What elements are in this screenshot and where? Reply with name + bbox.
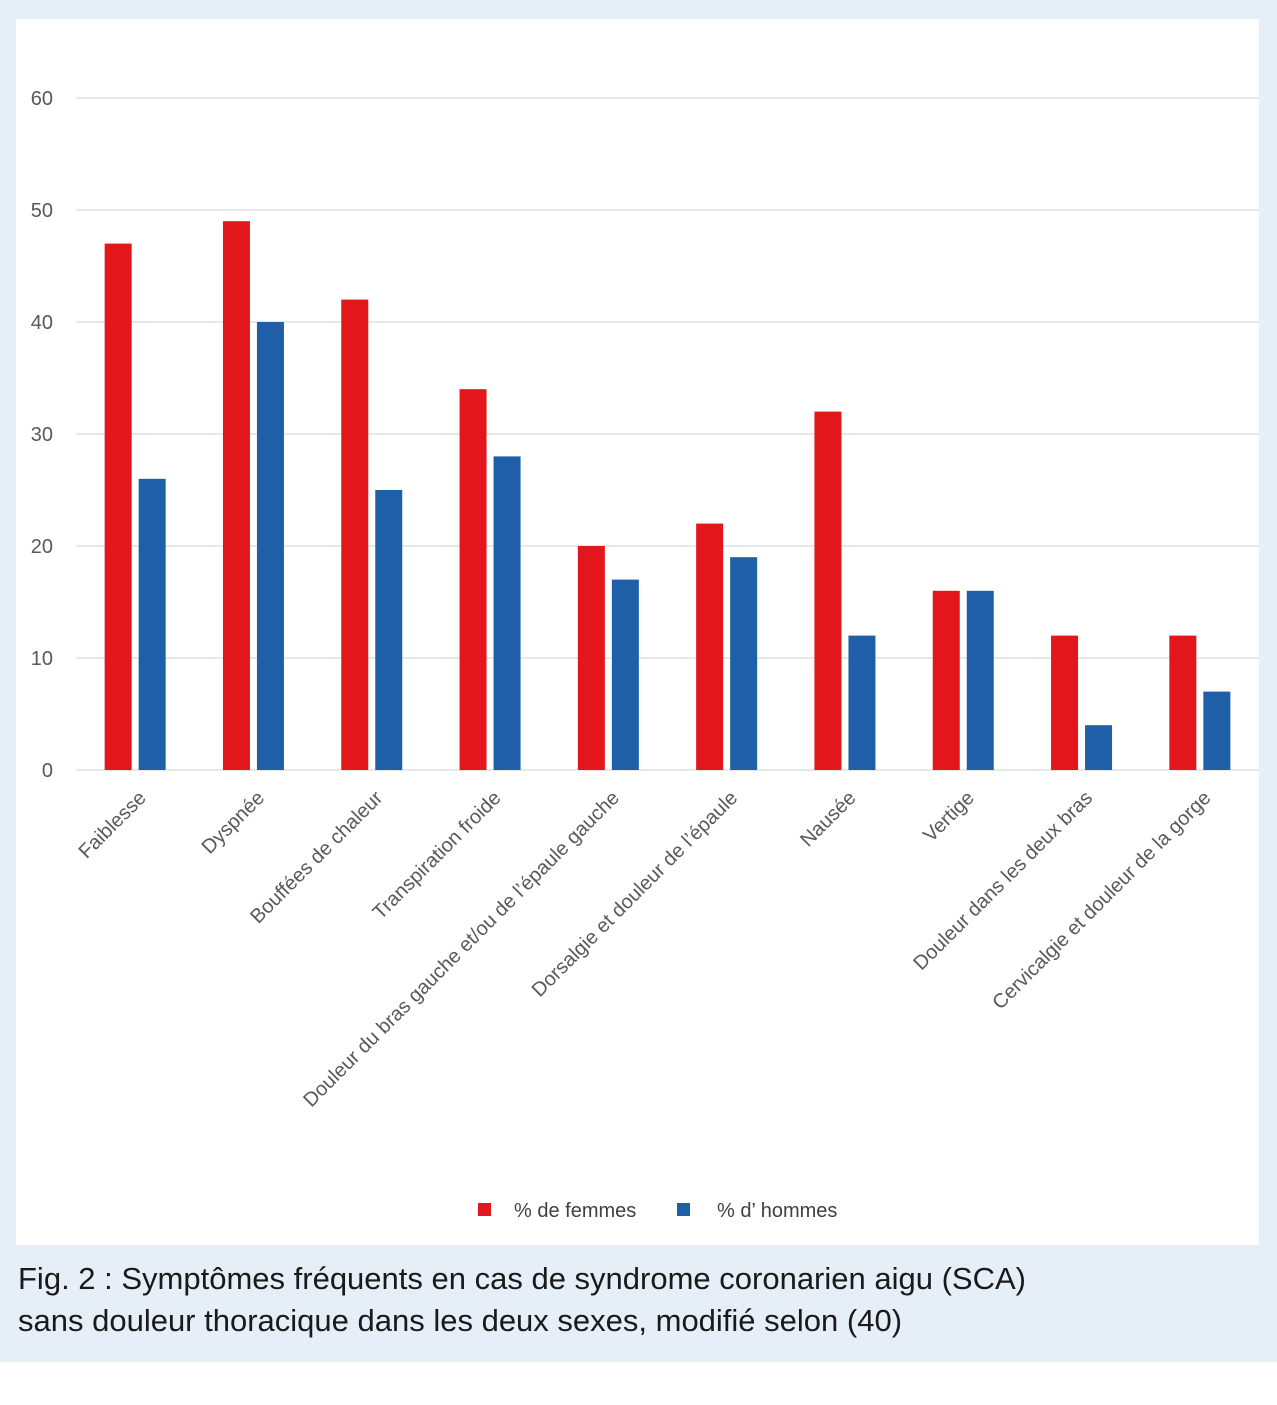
bar-hommes-8 <box>966 590 994 770</box>
gridlines <box>76 97 1259 771</box>
plot-panel: 0 10 20 30 40 50 60 Faiblesse Dyspnée Bouffées d… <box>16 19 1259 1245</box>
y-tick-label: 40 <box>31 312 53 334</box>
bar-femmes-9 <box>1051 635 1079 770</box>
category-label: Dorsalgie et douleur de l’épaule <box>528 787 742 1001</box>
bar-femmes-4 <box>459 389 487 770</box>
legend-swatch <box>677 1203 690 1216</box>
bar-femmes-5 <box>577 546 605 770</box>
bar-hommes-7 <box>848 635 876 770</box>
bar-femmes-2 <box>222 221 250 770</box>
y-tick-label: 0 <box>42 760 53 782</box>
bar-hommes-9 <box>1085 725 1113 770</box>
category-label: Dyspnée <box>198 787 269 858</box>
category-label: Faiblesse <box>75 787 151 863</box>
category-label: Cervicalgie et douleur de la gorge <box>988 787 1215 1014</box>
y-axis-tick-labels: 0 10 20 30 40 50 60 <box>31 88 53 782</box>
bar-femmes-8 <box>932 590 960 770</box>
caption-line-2: sans douleur thoracique dans les deux se… <box>18 1303 903 1338</box>
category-label: Bouffées de chaleur <box>246 787 387 928</box>
bar-hommes-6 <box>730 557 758 770</box>
legend-swatch <box>478 1203 491 1216</box>
category-label: Nausée <box>796 787 860 851</box>
y-tick-label: 20 <box>31 536 53 558</box>
category-label: Transpiration froide <box>369 787 506 924</box>
bar-femmes-1 <box>104 243 132 771</box>
legend: % de femmes % d’ hommes <box>478 1200 837 1222</box>
bar-hommes-1 <box>138 478 166 770</box>
y-tick-label: 60 <box>31 88 53 110</box>
y-tick-label: 10 <box>31 648 53 670</box>
figure-caption: Fig. 2 : Symptômes fréquents en cas de s… <box>18 1258 1258 1342</box>
bar-hommes-10 <box>1203 691 1231 770</box>
legend-label: % d’ hommes <box>717 1200 837 1222</box>
bar-hommes-4 <box>493 456 521 770</box>
bar-femmes-3 <box>341 299 369 770</box>
bars <box>104 221 1231 771</box>
bar-hommes-5 <box>611 579 639 770</box>
y-tick-label: 50 <box>31 200 53 222</box>
figure: 0 10 20 30 40 50 60 Faiblesse Dyspnée Bouffées d… <box>0 0 1277 1362</box>
bar-femmes-7 <box>814 411 842 770</box>
bar-hommes-2 <box>256 322 284 770</box>
caption-line-1: Fig. 2 : Symptômes fréquents en cas de s… <box>18 1261 1026 1296</box>
category-label: Vertige <box>919 787 979 847</box>
bar-hommes-3 <box>375 490 403 770</box>
bar-femmes-6 <box>696 523 724 770</box>
legend-label: % de femmes <box>514 1200 636 1222</box>
y-tick-label: 30 <box>31 424 53 446</box>
bar-femmes-10 <box>1169 635 1197 770</box>
